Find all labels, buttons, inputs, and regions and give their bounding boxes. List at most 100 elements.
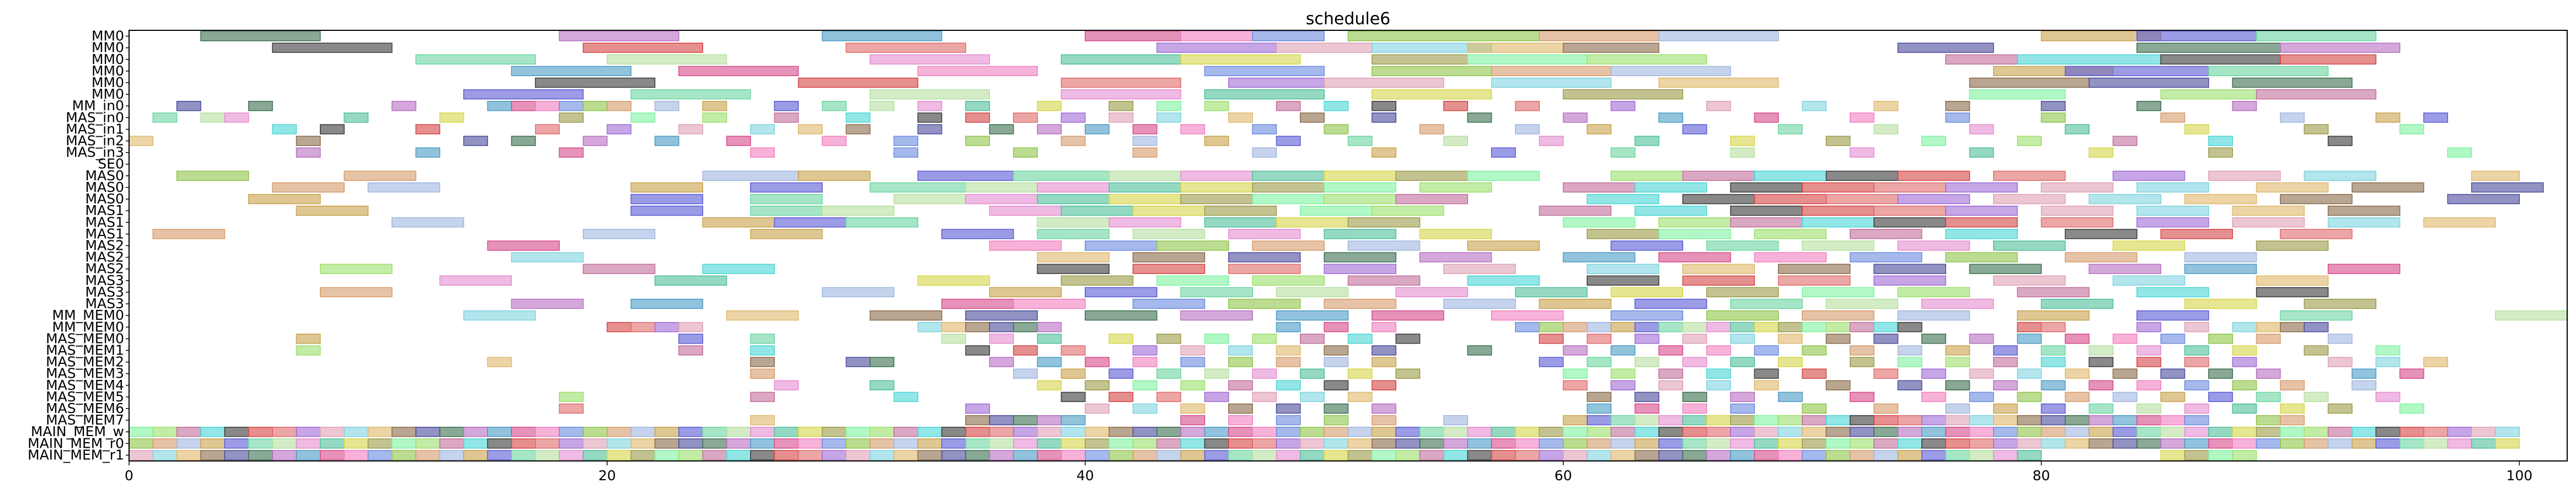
- gantt-bar: [1802, 101, 1827, 111]
- gantt-bar: [1372, 310, 1444, 321]
- gantt-bar: [2017, 310, 2090, 321]
- y-tick-label: MAIN_MEM_w: [31, 423, 124, 439]
- gantt-bar: [392, 450, 416, 460]
- gantt-bar: [2088, 438, 2114, 449]
- gantt-bar: [1777, 275, 1851, 286]
- gantt-bar: [1802, 415, 1827, 426]
- x-tick-label: 80: [2033, 468, 2050, 484]
- gantt-bar: [1945, 357, 1970, 367]
- gantt-bar: [750, 345, 775, 356]
- gantt-bar: [630, 112, 656, 123]
- gantt-bar: [1945, 252, 2018, 262]
- y-tick-label: MAS_in2: [66, 133, 124, 149]
- gantt-bar: [1156, 112, 1181, 123]
- gantt-bar: [1084, 287, 1158, 298]
- gantt-bar: [1372, 380, 1396, 390]
- gantt-bar: [1993, 275, 2066, 286]
- gantt-bar: [1873, 368, 1899, 379]
- gantt-bar: [1587, 427, 1612, 437]
- gantt-bar: [2256, 322, 2281, 332]
- gantt-bar: [726, 427, 751, 437]
- gantt-bar: [1945, 217, 2018, 228]
- gantt-bar: [1682, 403, 1707, 414]
- y-tick-label: MAIN_MEM_r0: [28, 435, 124, 451]
- gantt-bar: [1682, 438, 1707, 449]
- gantt-bar: [2375, 438, 2401, 449]
- gantt-bar: [1228, 112, 1253, 123]
- gantt-bar: [1252, 275, 1325, 286]
- gantt-bar: [2017, 322, 2042, 332]
- gantt-bar: [2471, 170, 2520, 181]
- gantt-bar: [2184, 252, 2257, 262]
- gantt-bar: [1037, 450, 1062, 460]
- gantt-bar: [1682, 450, 1707, 460]
- gantt-bar: [2304, 391, 2329, 403]
- gantt-bar: [1849, 391, 1875, 403]
- gantt-bar: [2327, 136, 2353, 146]
- gantt-bar: [535, 124, 560, 135]
- gantt-bar: [2136, 380, 2161, 390]
- gantt-bar: [2304, 298, 2377, 309]
- gantt-bar: [2256, 275, 2329, 286]
- gantt-bar: [582, 42, 703, 53]
- gantt-bar: [1491, 438, 1516, 449]
- gantt-bar: [559, 101, 584, 111]
- gantt-bar: [319, 450, 345, 460]
- gantt-bar: [1539, 136, 1564, 146]
- gantt-bar: [1013, 298, 1086, 309]
- gantt-bar: [2208, 170, 2281, 181]
- gantt-bar: [2160, 438, 2186, 449]
- gantt-bar: [1061, 368, 1086, 379]
- gantt-bar: [1754, 450, 1779, 460]
- gantt-bar: [893, 194, 966, 205]
- gantt-bar: [2256, 438, 2281, 449]
- gantt-bar: [272, 42, 393, 53]
- gantt-bar: [1802, 240, 1875, 251]
- gantt-bar: [1372, 101, 1396, 111]
- gantt-bar: [1849, 438, 1875, 449]
- gantt-bar: [2327, 264, 2401, 274]
- y-tick-label: MAS_in1: [66, 121, 124, 137]
- gantt-bar: [2232, 77, 2353, 88]
- gantt-bar: [1730, 298, 1803, 309]
- gantt-bar: [774, 101, 799, 111]
- gantt-bar: [1969, 427, 1994, 437]
- gantt-bar: [439, 438, 464, 449]
- gantt-bar: [2256, 334, 2281, 344]
- gantt-bar: [1969, 391, 1994, 403]
- gantt-bar: [989, 334, 1014, 344]
- gantt-bar: [1467, 427, 1492, 437]
- gantt-bar: [1467, 170, 1540, 181]
- gantt-bar: [1324, 438, 1349, 449]
- gantt-bar: [750, 438, 775, 449]
- gantt-bar: [1276, 450, 1301, 460]
- gantt-bar: [2327, 217, 2401, 228]
- gantt-bar: [1587, 229, 1659, 239]
- gantt-bar: [1825, 380, 1851, 390]
- gantt-bar: [2088, 415, 2114, 426]
- gantt-bar: [392, 427, 416, 437]
- gantt-bar: [582, 427, 608, 437]
- gantt-bar: [678, 124, 703, 135]
- gantt-bar: [1132, 264, 1206, 274]
- gantt-bar: [869, 427, 895, 437]
- gantt-bar: [2352, 438, 2377, 449]
- gantt-bar: [2208, 438, 2233, 449]
- gantt-bar: [1754, 170, 1827, 181]
- gantt-bar: [487, 427, 512, 437]
- gantt-bar: [750, 194, 823, 205]
- gantt-bar: [1491, 77, 1612, 88]
- gantt-bar: [1084, 380, 1110, 390]
- x-tick-label: 0: [125, 468, 133, 484]
- gantt-bar: [1515, 101, 1540, 111]
- gantt-bar: [1993, 438, 2018, 449]
- gantt-bar: [1204, 450, 1229, 460]
- gantt-bar: [415, 450, 441, 460]
- gantt-bar: [582, 264, 656, 274]
- gantt-bar: [2256, 287, 2329, 298]
- gantt-bar: [2375, 112, 2401, 123]
- gantt-bar: [2088, 380, 2114, 390]
- gantt-bar: [1945, 182, 2018, 193]
- gantt-bar: [152, 438, 178, 449]
- gantt-bar: [344, 112, 369, 123]
